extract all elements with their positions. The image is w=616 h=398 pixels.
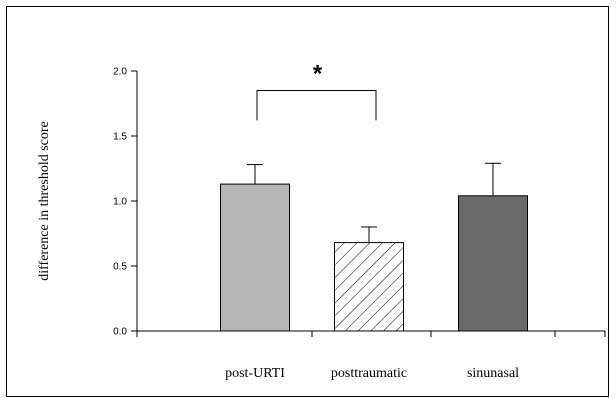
y-tick-label: 1.5 xyxy=(113,132,127,143)
y-tick-label: 2.0 xyxy=(113,67,127,78)
significance-label: * xyxy=(313,61,323,88)
bar-chart: 0.0 0.5 1.0 1.5 2.0 post-URTI posttraumatic si… xyxy=(37,61,606,381)
x-category-label: post-URTI xyxy=(225,366,285,381)
y-tick-label: 1.0 xyxy=(113,197,127,208)
significance-bracket xyxy=(256,90,377,121)
bar-posttraumatic xyxy=(334,242,404,332)
bar-sinunasal xyxy=(458,195,528,332)
y-tick-label: 0.5 xyxy=(113,262,127,273)
y-axis-title: difference in threshold score xyxy=(37,121,52,281)
x-category-label: posttraumatic xyxy=(331,366,407,381)
figure-frame: 0.0 0.5 1.0 1.5 2.0 post-URTI posttraumatic si… xyxy=(6,6,609,397)
bar-post-urti xyxy=(220,183,290,332)
x-category-label: sinunasal xyxy=(467,366,519,381)
y-tick-label: 0.0 xyxy=(113,327,127,338)
